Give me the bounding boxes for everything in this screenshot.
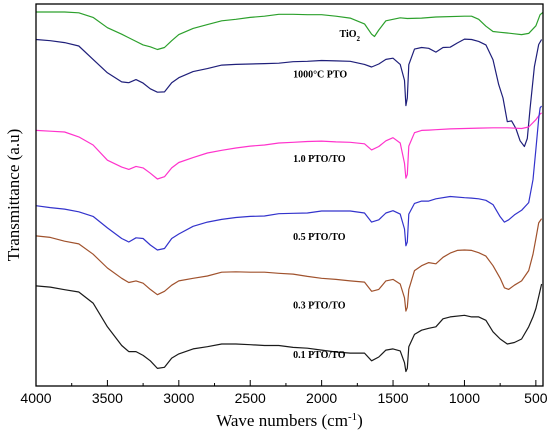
series-label-0: TiO2	[339, 29, 360, 43]
series-label-text: 0.3 PTO/TO	[293, 300, 346, 311]
x-axis-title: Wave numbers (cm-1)	[216, 411, 363, 430]
x-tick-label: 2500	[235, 390, 266, 406]
series-label-5: 0.1 PTO/TO	[293, 350, 346, 361]
x-axis-title-main: Wave numbers (cm	[216, 411, 348, 430]
series-line-3	[35, 105, 543, 251]
x-tick-label: 3000	[163, 390, 194, 406]
series-label-3: 0.5 PTO/TO	[293, 232, 346, 243]
plot-frame	[35, 3, 544, 387]
series-label-subscript: 2	[357, 35, 361, 43]
x-tick-label: 2000	[306, 390, 337, 406]
series-label-4: 0.3 PTO/TO	[293, 300, 346, 311]
x-tick-label: 4000	[20, 390, 51, 406]
series-line-2	[35, 112, 542, 180]
series-label-text: 1.0 PTO/TO	[293, 154, 346, 165]
x-axis-ticks: 4000 3500 3000 2500 2000 1500 1000 500	[20, 380, 548, 406]
series-label-text: 0.1 PTO/TO	[293, 350, 346, 361]
series-label-text: 1000°C PTO	[293, 69, 347, 80]
plot-area	[35, 11, 544, 373]
x-tick-label: 3500	[92, 390, 123, 406]
x-tick-label: 1000	[449, 390, 480, 406]
series-line-4	[35, 218, 543, 312]
x-tick-label: 500	[524, 390, 548, 406]
series-labels: TiO2 1000°C PTO 1.0 PTO/TO 0.5 PTO/TO 0.3 PT…	[293, 29, 360, 361]
x-axis-title-sup: -1	[348, 411, 357, 423]
series-label-2: 1.0 PTO/TO	[293, 154, 346, 165]
series-label-text: TiO	[339, 29, 356, 40]
series-line-0	[36, 11, 544, 51]
y-axis-title: Transmittance (a.u)	[4, 129, 23, 262]
x-tick-label: 1500	[377, 390, 408, 406]
series-line-1	[35, 38, 543, 148]
series-line-5	[35, 283, 543, 373]
series-label-text: 0.5 PTO/TO	[293, 232, 346, 243]
series-label-1: 1000°C PTO	[293, 69, 347, 80]
x-axis-title-end: )	[357, 411, 363, 430]
